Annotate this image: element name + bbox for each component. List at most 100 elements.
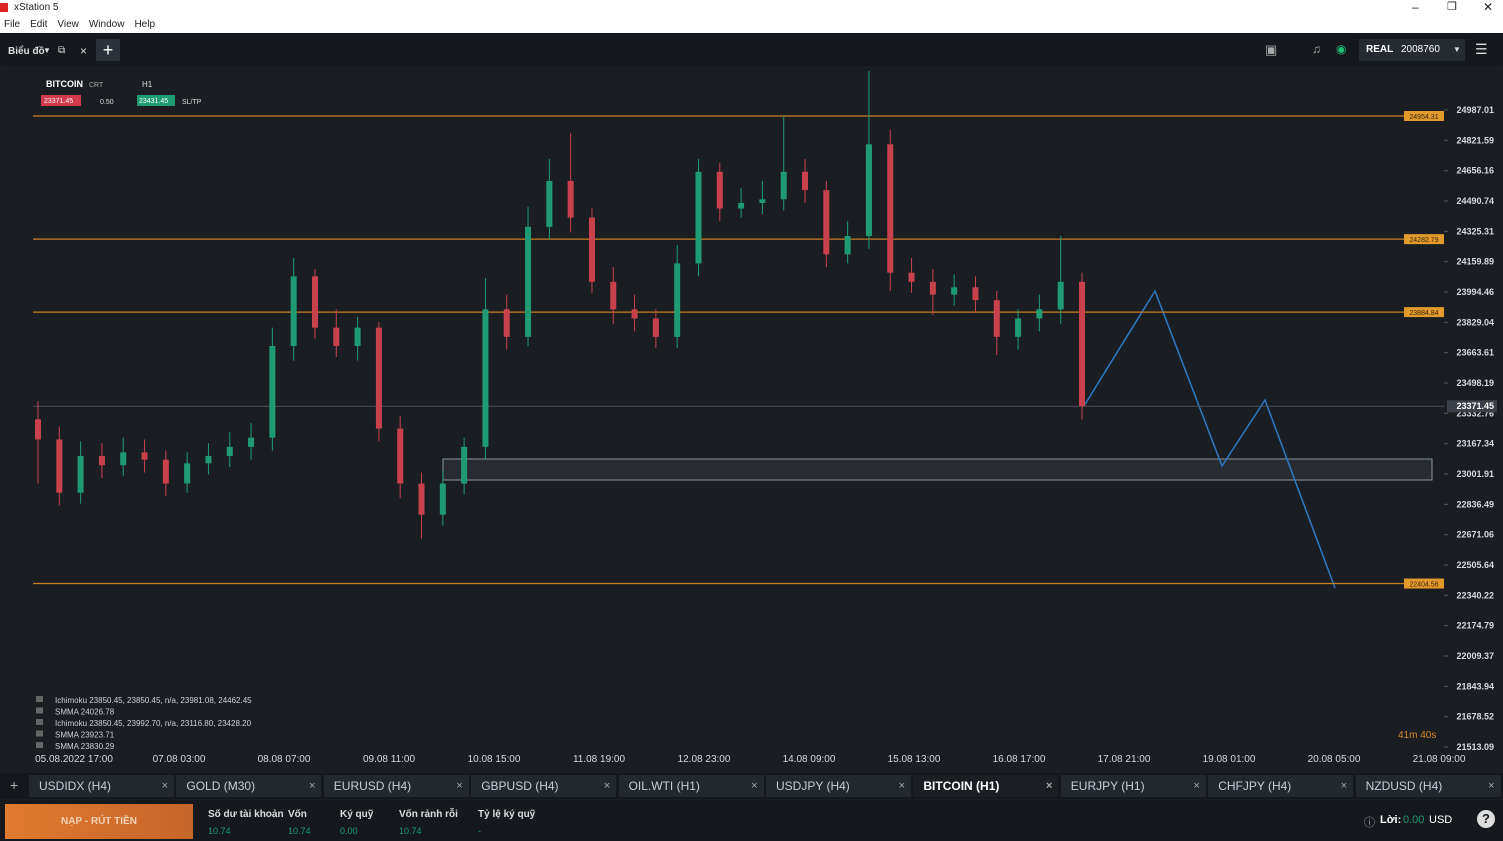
menu-item[interactable]: Help bbox=[134, 19, 156, 30]
candle-body bbox=[290, 276, 297, 346]
tab-close[interactable]: × bbox=[161, 780, 168, 792]
tab-label: USDJPY (H4) bbox=[776, 779, 850, 793]
symbol-tab[interactable]: NZDUSD (H4) × bbox=[1355, 775, 1501, 797]
tab-label: NZDUSD (H4) bbox=[1365, 779, 1443, 793]
candle-body bbox=[972, 287, 979, 301]
x-tick-label: 14.08 09:00 bbox=[783, 754, 836, 765]
symbol-tab[interactable]: EURUSD (H4) × bbox=[323, 775, 469, 797]
restore-button[interactable]: ❐ bbox=[1447, 1, 1457, 13]
title-bar: xStation 5 – ❐ ✕ bbox=[0, 0, 1503, 16]
detach-button[interactable]: ⧉ bbox=[58, 45, 66, 56]
profit-currency: USD bbox=[1429, 814, 1453, 826]
x-tick-label: 12.08 23:00 bbox=[678, 754, 731, 765]
y-tick-label: 24821.59 bbox=[1456, 135, 1494, 145]
level-label-box bbox=[1404, 110, 1444, 121]
sell-button[interactable] bbox=[41, 95, 81, 106]
x-tick-label: 10.08 15:00 bbox=[468, 754, 521, 765]
bell-icon[interactable]: ♫ bbox=[1312, 42, 1321, 56]
y-tick-label: 22836.49 bbox=[1456, 499, 1494, 509]
indicator-label: Ichimoku 23850.45, 23850.45, n/a, 23981.… bbox=[55, 696, 252, 705]
symbol-tab[interactable]: GOLD (M30) × bbox=[176, 775, 322, 797]
lot-size[interactable]: 0.50 bbox=[100, 99, 114, 106]
menu-item[interactable]: File bbox=[4, 19, 21, 30]
tab-close[interactable]: × bbox=[1045, 780, 1053, 792]
candle-body bbox=[865, 144, 872, 236]
indicator-toggle[interactable] bbox=[36, 730, 43, 737]
tab-close[interactable]: × bbox=[898, 780, 905, 792]
menu-bar: File Edit View Window Help bbox=[0, 16, 1503, 33]
bid-price: 23371.45 bbox=[44, 98, 73, 105]
indicator-toggle[interactable] bbox=[36, 696, 43, 702]
connection-icon: ◉ bbox=[1336, 42, 1347, 56]
symbol-tab[interactable]: GBPUSD (H4) × bbox=[471, 775, 617, 797]
section-menu[interactable]: Biểu đồ bbox=[8, 46, 45, 57]
candle-body bbox=[780, 171, 787, 200]
candle-body bbox=[226, 446, 233, 457]
symbol-tab[interactable]: USDJPY (H4) × bbox=[766, 775, 911, 797]
layout-icon[interactable]: ▣ bbox=[1265, 42, 1278, 57]
y-tick-label: 22505.64 bbox=[1456, 560, 1494, 570]
close-chart-button[interactable]: × bbox=[80, 44, 88, 58]
add-button[interactable]: + bbox=[96, 39, 120, 61]
tab-label: EURUSD (H4) bbox=[333, 779, 412, 793]
tab-close[interactable]: × bbox=[456, 780, 463, 792]
account-selector[interactable]: REAL 2008760 ▼ bbox=[1359, 39, 1465, 61]
candle-body bbox=[248, 437, 255, 447]
ask-price: 23431.45 bbox=[139, 98, 168, 105]
candle-body bbox=[77, 456, 84, 493]
timeframe[interactable]: H1 bbox=[142, 80, 153, 89]
menu-item[interactable]: View bbox=[57, 19, 79, 30]
candle-body bbox=[375, 327, 382, 429]
tab-close[interactable]: × bbox=[603, 780, 611, 792]
tab-close[interactable]: × bbox=[1193, 780, 1200, 792]
dropdown-arrow: ▼ bbox=[43, 46, 51, 55]
indicator-toggle[interactable] bbox=[36, 707, 43, 714]
minimize-button[interactable]: – bbox=[1412, 0, 1419, 14]
symbol-tab[interactable]: BITCOIN (H1) × bbox=[913, 775, 1059, 797]
help-button[interactable]: ? bbox=[1477, 810, 1495, 828]
symbol-tab[interactable]: OIL.WTI (H1) × bbox=[618, 775, 764, 797]
candle-body bbox=[695, 171, 702, 264]
candle-body bbox=[333, 327, 340, 346]
account-field-value: - bbox=[478, 826, 481, 836]
candle-body bbox=[716, 171, 723, 209]
chart-type[interactable]: CRT bbox=[89, 82, 104, 89]
tab-close[interactable]: × bbox=[1340, 780, 1348, 792]
symbol-tabs: + USDIDX (H4) × GOLD (M30) × EURUSD (H4) × GBP… bbox=[0, 773, 1503, 799]
symbol: BITCOIN bbox=[46, 79, 83, 89]
symbol-tab[interactable]: CHFJPY (H4) × bbox=[1208, 775, 1354, 797]
profit-icon: ⓘ bbox=[1364, 817, 1375, 829]
candle-body bbox=[1015, 318, 1022, 337]
menu-item[interactable]: Window bbox=[88, 19, 125, 30]
y-tick-label: 22174.79 bbox=[1456, 621, 1494, 631]
buy-button[interactable] bbox=[137, 95, 175, 106]
dropdown-arrow: ▼ bbox=[1453, 45, 1461, 54]
tab-close[interactable]: × bbox=[308, 780, 316, 792]
y-tick-label: 21513.09 bbox=[1456, 742, 1494, 752]
add-tab-button[interactable]: + bbox=[10, 777, 19, 793]
indicator-toggle[interactable] bbox=[36, 719, 43, 725]
x-tick-label: 21.08 09:00 bbox=[1413, 754, 1466, 765]
menu-item[interactable]: Edit bbox=[30, 19, 48, 30]
drawn-projection bbox=[1083, 289, 1336, 589]
account-id: 2008760 bbox=[1401, 44, 1440, 55]
tab-close[interactable]: × bbox=[751, 780, 758, 792]
symbol-tab[interactable]: USDIDX (H4) × bbox=[29, 775, 174, 797]
x-tick-label: 15.08 13:00 bbox=[888, 754, 941, 765]
sltp-button[interactable]: SL/TP bbox=[182, 99, 202, 106]
symbol-tab[interactable]: EURJPY (H1) × bbox=[1060, 775, 1206, 797]
tab-close[interactable]: × bbox=[1488, 780, 1495, 792]
y-tick-label: 22009.37 bbox=[1456, 651, 1494, 661]
close-button[interactable]: ✕ bbox=[1483, 0, 1494, 14]
tab-label: GBPUSD (H4) bbox=[481, 779, 559, 793]
y-tick-label: 24656.16 bbox=[1456, 166, 1494, 176]
chart: BITCOIN CRT H1 23371.45 0.50 23431.45 SL… bbox=[5, 66, 1500, 772]
candle-body bbox=[588, 217, 595, 282]
x-tick-label: 08.08 07:00 bbox=[258, 754, 311, 765]
tab-label: EURJPY (H1) bbox=[1070, 779, 1145, 793]
deposit-button[interactable]: NẠP - RÚT TIỀN bbox=[5, 804, 193, 839]
x-tick-label: 17.08 21:00 bbox=[1098, 754, 1151, 765]
candle-body bbox=[397, 428, 404, 484]
indicator-toggle[interactable] bbox=[36, 742, 43, 748]
main-menu-button[interactable]: ☰ bbox=[1475, 41, 1488, 57]
